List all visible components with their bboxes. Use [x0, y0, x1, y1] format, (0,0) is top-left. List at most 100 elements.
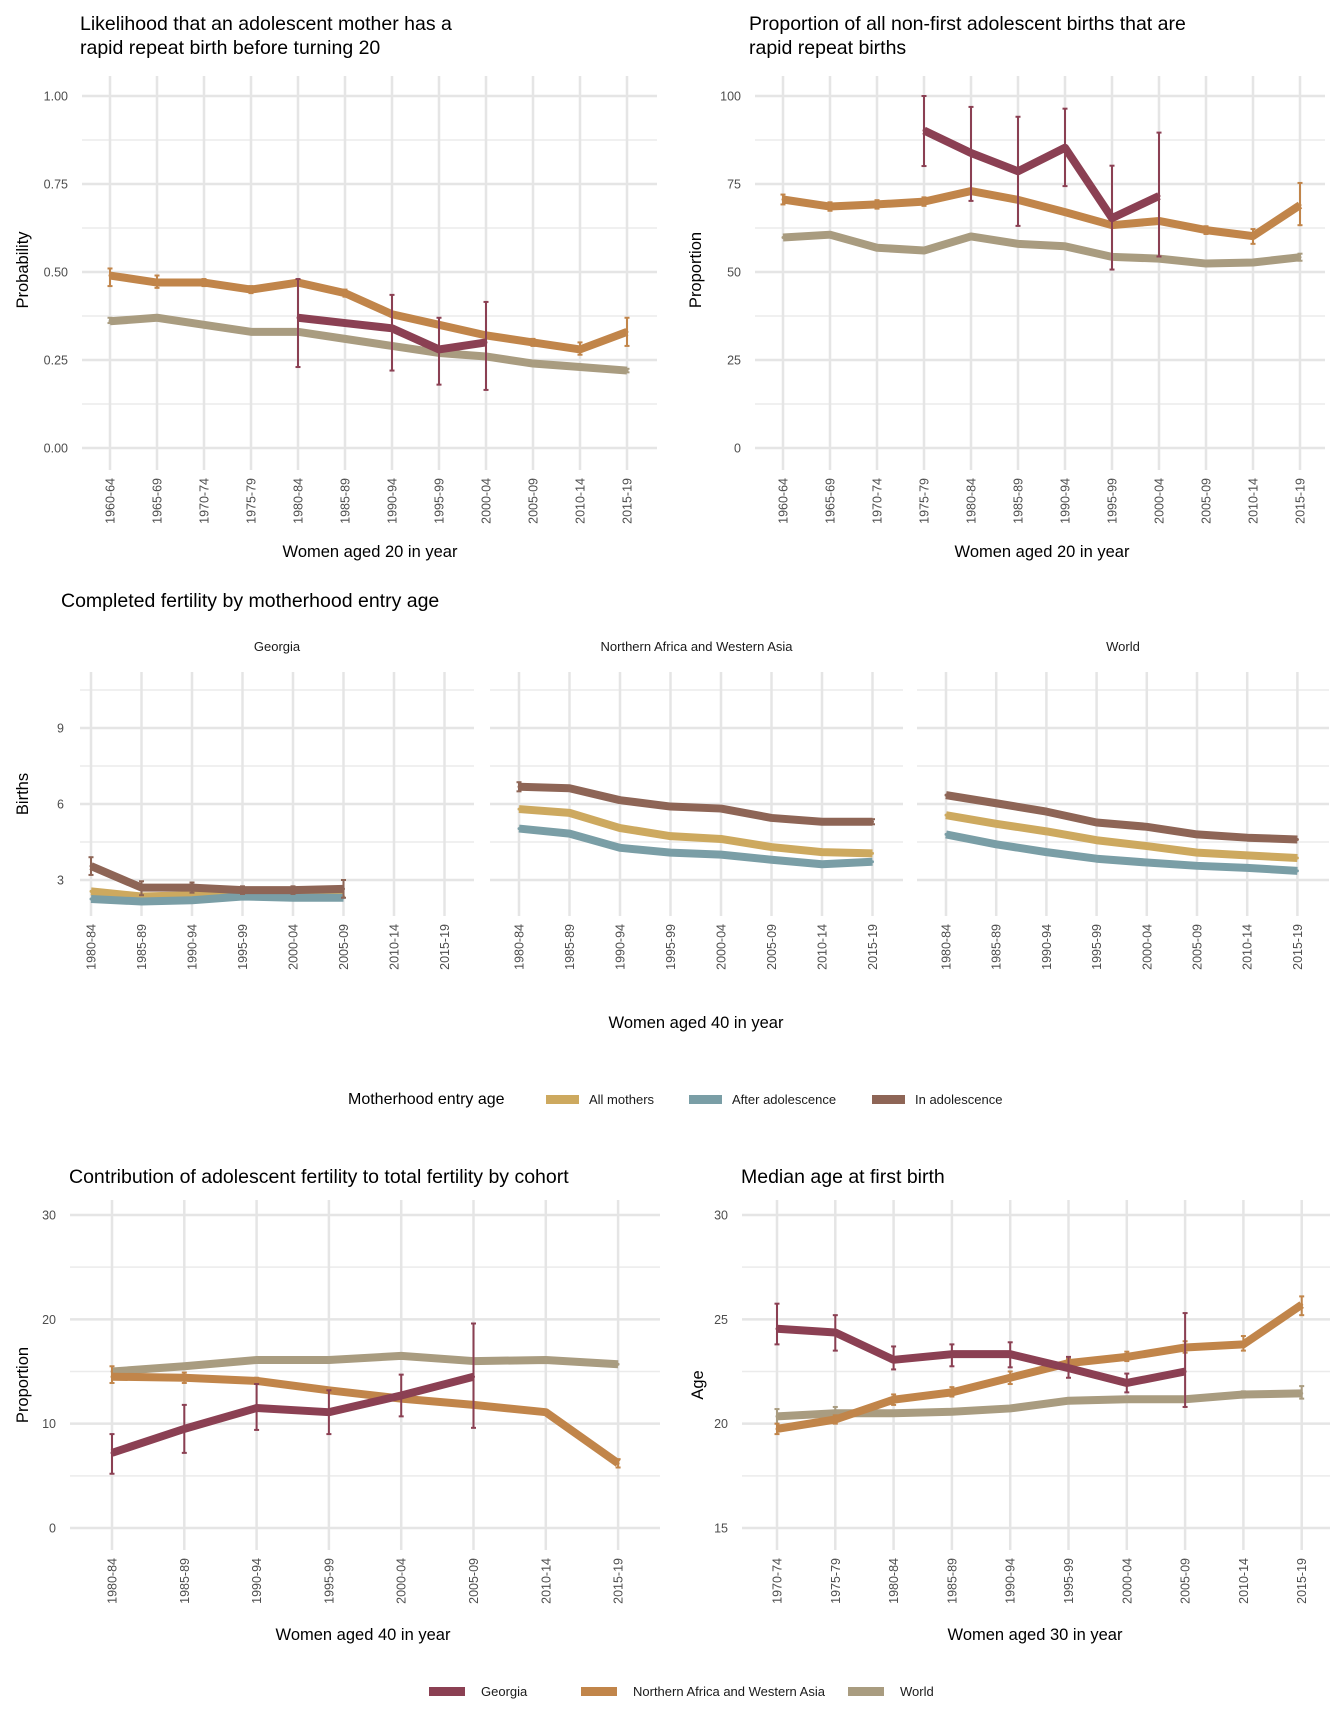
data-point	[1245, 866, 1249, 870]
data-point	[89, 897, 93, 901]
data-point	[775, 1327, 779, 1331]
data-point	[399, 1393, 403, 1397]
x-tick-label: 1990-94	[1004, 1558, 1018, 1604]
data-point	[1241, 1342, 1245, 1346]
x-tick-label: 2015-19	[612, 1558, 626, 1604]
y-tick-label: 100	[720, 90, 741, 104]
data-point	[1067, 1399, 1070, 1403]
data-point	[618, 846, 622, 850]
data-point	[969, 151, 973, 155]
x-tick-label: 1965-69	[824, 478, 838, 524]
facet-strip-label: World	[1106, 639, 1140, 654]
data-point	[775, 1427, 779, 1431]
x-tick-label: 1975-79	[918, 478, 932, 524]
x-tick-label: 1995-99	[664, 924, 678, 970]
data-point	[544, 1358, 548, 1362]
x-tick-label: 2000-04	[287, 924, 301, 970]
data-point	[182, 1427, 186, 1431]
chart-title: Proportion of all non-first adolescent b…	[749, 13, 1186, 35]
data-point	[1295, 837, 1299, 841]
data-point	[1298, 255, 1302, 259]
data-point	[618, 826, 622, 830]
plot-panel: 1980-84 1985-89 1990-94 1995-99 2000-04 2005-…	[70, 1200, 660, 1604]
x-tick-label: 1975-79	[829, 1558, 843, 1604]
data-point	[190, 886, 194, 890]
legend-key	[581, 1687, 617, 1696]
x-tick-label: 1985-89	[990, 924, 1004, 970]
x-tick-label: 1990-94	[386, 478, 400, 524]
legend-key	[429, 1687, 465, 1696]
data-point	[544, 1410, 548, 1414]
data-point	[241, 888, 244, 892]
chart-title: Contribution of adolescent fertility to …	[69, 1166, 569, 1188]
data-point	[291, 888, 295, 892]
x-tick-label: 2000-04	[395, 1558, 409, 1604]
data-point	[833, 1411, 837, 1415]
y-tick-label: 50	[727, 266, 741, 280]
plot-panel: 1970-74 1975-79 1980-84 1985-89 1990-94 1995-…	[742, 1200, 1330, 1604]
data-point	[616, 1362, 620, 1366]
series-line-northern-africa-and-western-asia	[109, 271, 629, 354]
legend-key	[546, 1095, 579, 1104]
x-tick-label: 2015-19	[1294, 478, 1308, 524]
data-point	[517, 827, 521, 831]
data-point	[1145, 844, 1149, 848]
data-point	[1063, 244, 1067, 248]
x-tick-label: 1990-94	[186, 924, 200, 970]
x-tick-label: 1970-74	[771, 1558, 785, 1604]
y-axis-label: Proportion	[14, 1347, 32, 1423]
data-point	[871, 860, 874, 864]
data-point	[1145, 861, 1149, 865]
data-point	[1008, 1406, 1012, 1410]
facet-panel: Northern Africa and Western Asia 1980-84 1…	[490, 639, 903, 970]
x-tick-label: 1970-74	[871, 478, 885, 524]
x-axis-label: Women aged 40 in year	[276, 1626, 451, 1644]
x-tick-label: 2000-04	[1140, 924, 1154, 970]
data-point	[517, 807, 521, 811]
legend-key	[872, 1095, 905, 1104]
data-point	[618, 798, 622, 802]
series-line-world	[109, 313, 628, 375]
y-tick-label: 0	[734, 442, 741, 456]
x-axis-label: Women aged 30 in year	[948, 1626, 1123, 1644]
x-tick-label: 1995-99	[236, 924, 250, 970]
data-point	[110, 1375, 114, 1379]
chart-title: Likelihood that an adolescent mother has…	[80, 13, 452, 35]
series-line-all-mothers	[945, 811, 1298, 862]
x-axis-label: Women aged 40 in year	[609, 1014, 784, 1032]
data-point	[296, 316, 300, 320]
data-point	[871, 851, 874, 855]
data-point	[182, 1364, 186, 1368]
data-point	[1008, 1376, 1012, 1380]
y-tick-label: 10	[42, 1417, 56, 1431]
x-tick-label: 1985-89	[135, 924, 149, 970]
data-point	[343, 337, 347, 341]
x-tick-label: 1980-84	[85, 924, 99, 970]
data-point	[472, 1375, 475, 1379]
x-tick-label: 2015-19	[1295, 1558, 1309, 1604]
facet-panel: Georgia 1980-84 1985-89 1990-94 1995-99 2000-…	[80, 639, 474, 970]
legend-motherhood-entry-age: Motherhood entry age All mothers After ado…	[348, 1091, 1002, 1108]
x-tick-label: 2010-14	[1237, 1558, 1251, 1604]
legend-label: In adolescence	[915, 1092, 1002, 1107]
chart-title: Median age at first birth	[741, 1166, 945, 1188]
x-tick-label: 1980-84	[292, 478, 306, 524]
data-point	[1016, 169, 1020, 173]
data-point	[828, 233, 832, 237]
data-point	[249, 288, 253, 292]
data-point	[568, 832, 571, 836]
data-point	[255, 1406, 259, 1410]
series-line-georgia	[110, 1372, 475, 1457]
series-line-world	[111, 1351, 619, 1376]
data-point	[1300, 1303, 1304, 1307]
data-point	[994, 801, 998, 805]
y-axis-label: Probability	[14, 231, 32, 309]
x-tick-label: 1960-64	[104, 478, 118, 524]
data-point	[140, 900, 143, 904]
data-point	[1251, 260, 1255, 264]
y-tick-label: 75	[727, 178, 741, 192]
x-tick-label: 2005-09	[1200, 478, 1214, 524]
data-point	[89, 889, 93, 893]
series-line-after-adolescence	[945, 830, 1298, 875]
data-point	[155, 316, 159, 320]
